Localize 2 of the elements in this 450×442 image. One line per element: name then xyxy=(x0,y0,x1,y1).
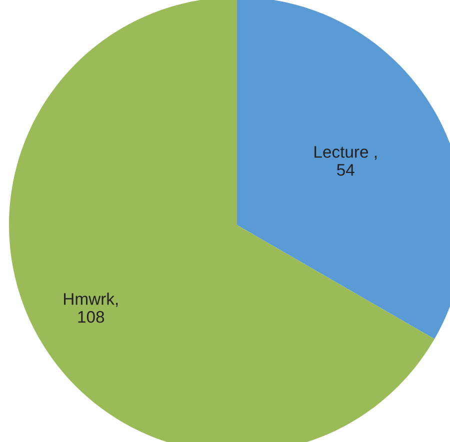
slice-label: Lecture , 54 xyxy=(314,146,377,176)
slice-label: Hmwrk, 108 xyxy=(64,292,118,323)
